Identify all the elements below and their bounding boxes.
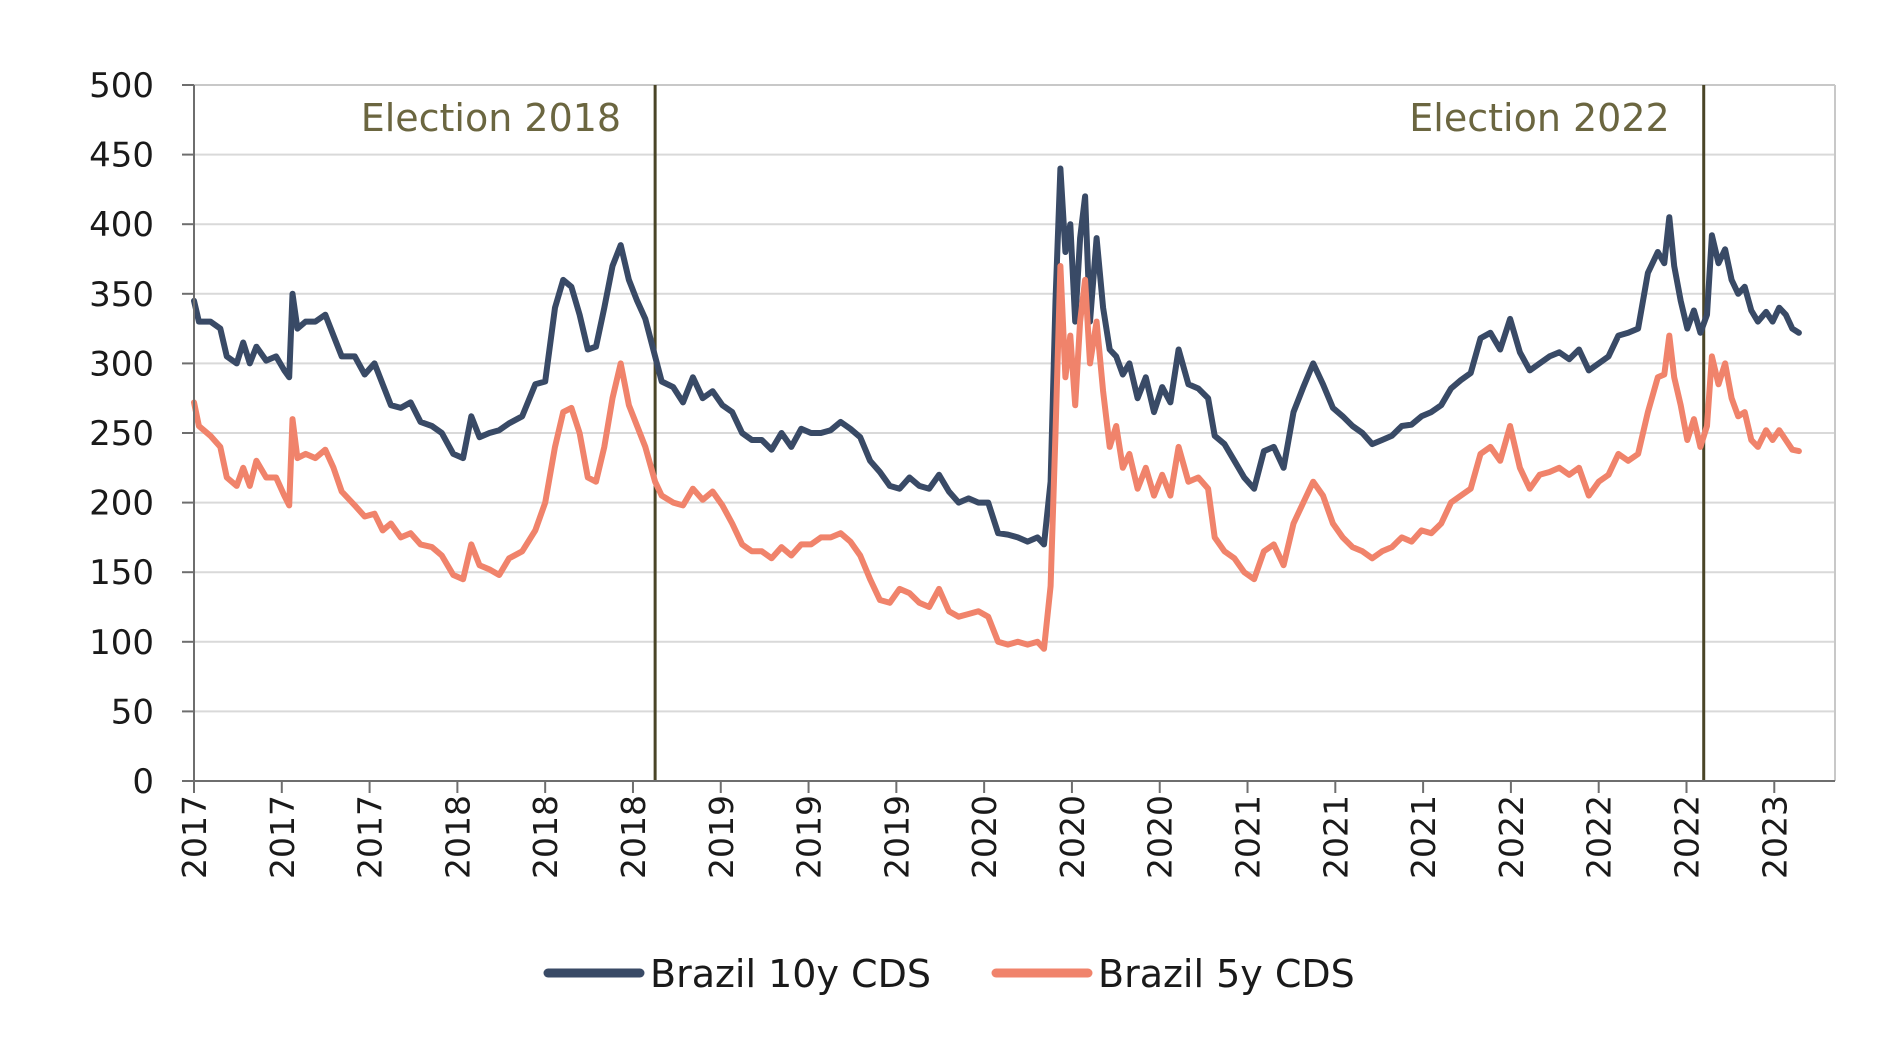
ytick-label-100: 100 (89, 623, 154, 663)
ytick-label-250: 250 (89, 414, 154, 454)
ytick-label-400: 400 (89, 205, 154, 245)
xtick-label-6: 2019 (702, 795, 741, 879)
xtick-label-3: 2018 (438, 795, 477, 879)
legend: Brazil 10y CDS Brazil 5y CDS (543, 952, 1355, 996)
xtick-label-8: 2019 (877, 795, 916, 879)
xtick-label-16: 2022 (1580, 795, 1619, 879)
series-line-0 (191, 165, 1802, 548)
series-layer (191, 165, 1802, 652)
xtick-label-7: 2019 (790, 795, 829, 879)
series-line-1 (191, 263, 1802, 652)
ytick-label-150: 150 (89, 553, 154, 593)
axis-layer: 0 50 100 150 200 250 300 350 400 450 500 2017 2017 20… (89, 66, 1835, 879)
xtick-label-9: 2020 (965, 795, 1004, 879)
xtick-label-0: 2017 (175, 795, 214, 879)
xtick-label-15: 2022 (1492, 795, 1531, 879)
xtick-label-1: 2017 (263, 795, 302, 879)
ytick-label-0: 0 (132, 762, 154, 802)
ytick-label-300: 300 (89, 344, 154, 384)
legend-label-0: Brazil 10y CDS (650, 952, 931, 996)
annotation-label-0: Election 2018 (361, 96, 621, 140)
xtick-label-14: 2021 (1404, 795, 1443, 879)
annotation-label-1: Election 2022 (1409, 96, 1669, 140)
ytick-label-450: 450 (89, 136, 154, 176)
xtick-label-2: 2017 (351, 795, 390, 879)
xtick-label-17: 2022 (1667, 795, 1706, 879)
xtick-label-18: 2023 (1755, 795, 1794, 879)
xtick-label-10: 2020 (1053, 795, 1092, 879)
legend-label-1: Brazil 5y CDS (1098, 952, 1355, 996)
ytick-label-500: 500 (89, 66, 154, 106)
ytick-label-200: 200 (89, 484, 154, 524)
xtick-label-12: 2021 (1229, 795, 1268, 879)
xtick-label-5: 2018 (614, 795, 653, 879)
xtick-label-11: 2020 (1141, 795, 1180, 879)
xtick-label-13: 2021 (1316, 795, 1355, 879)
ytick-label-50: 50 (111, 692, 154, 732)
xtick-label-4: 2018 (526, 795, 565, 879)
ytick-label-350: 350 (89, 275, 154, 315)
